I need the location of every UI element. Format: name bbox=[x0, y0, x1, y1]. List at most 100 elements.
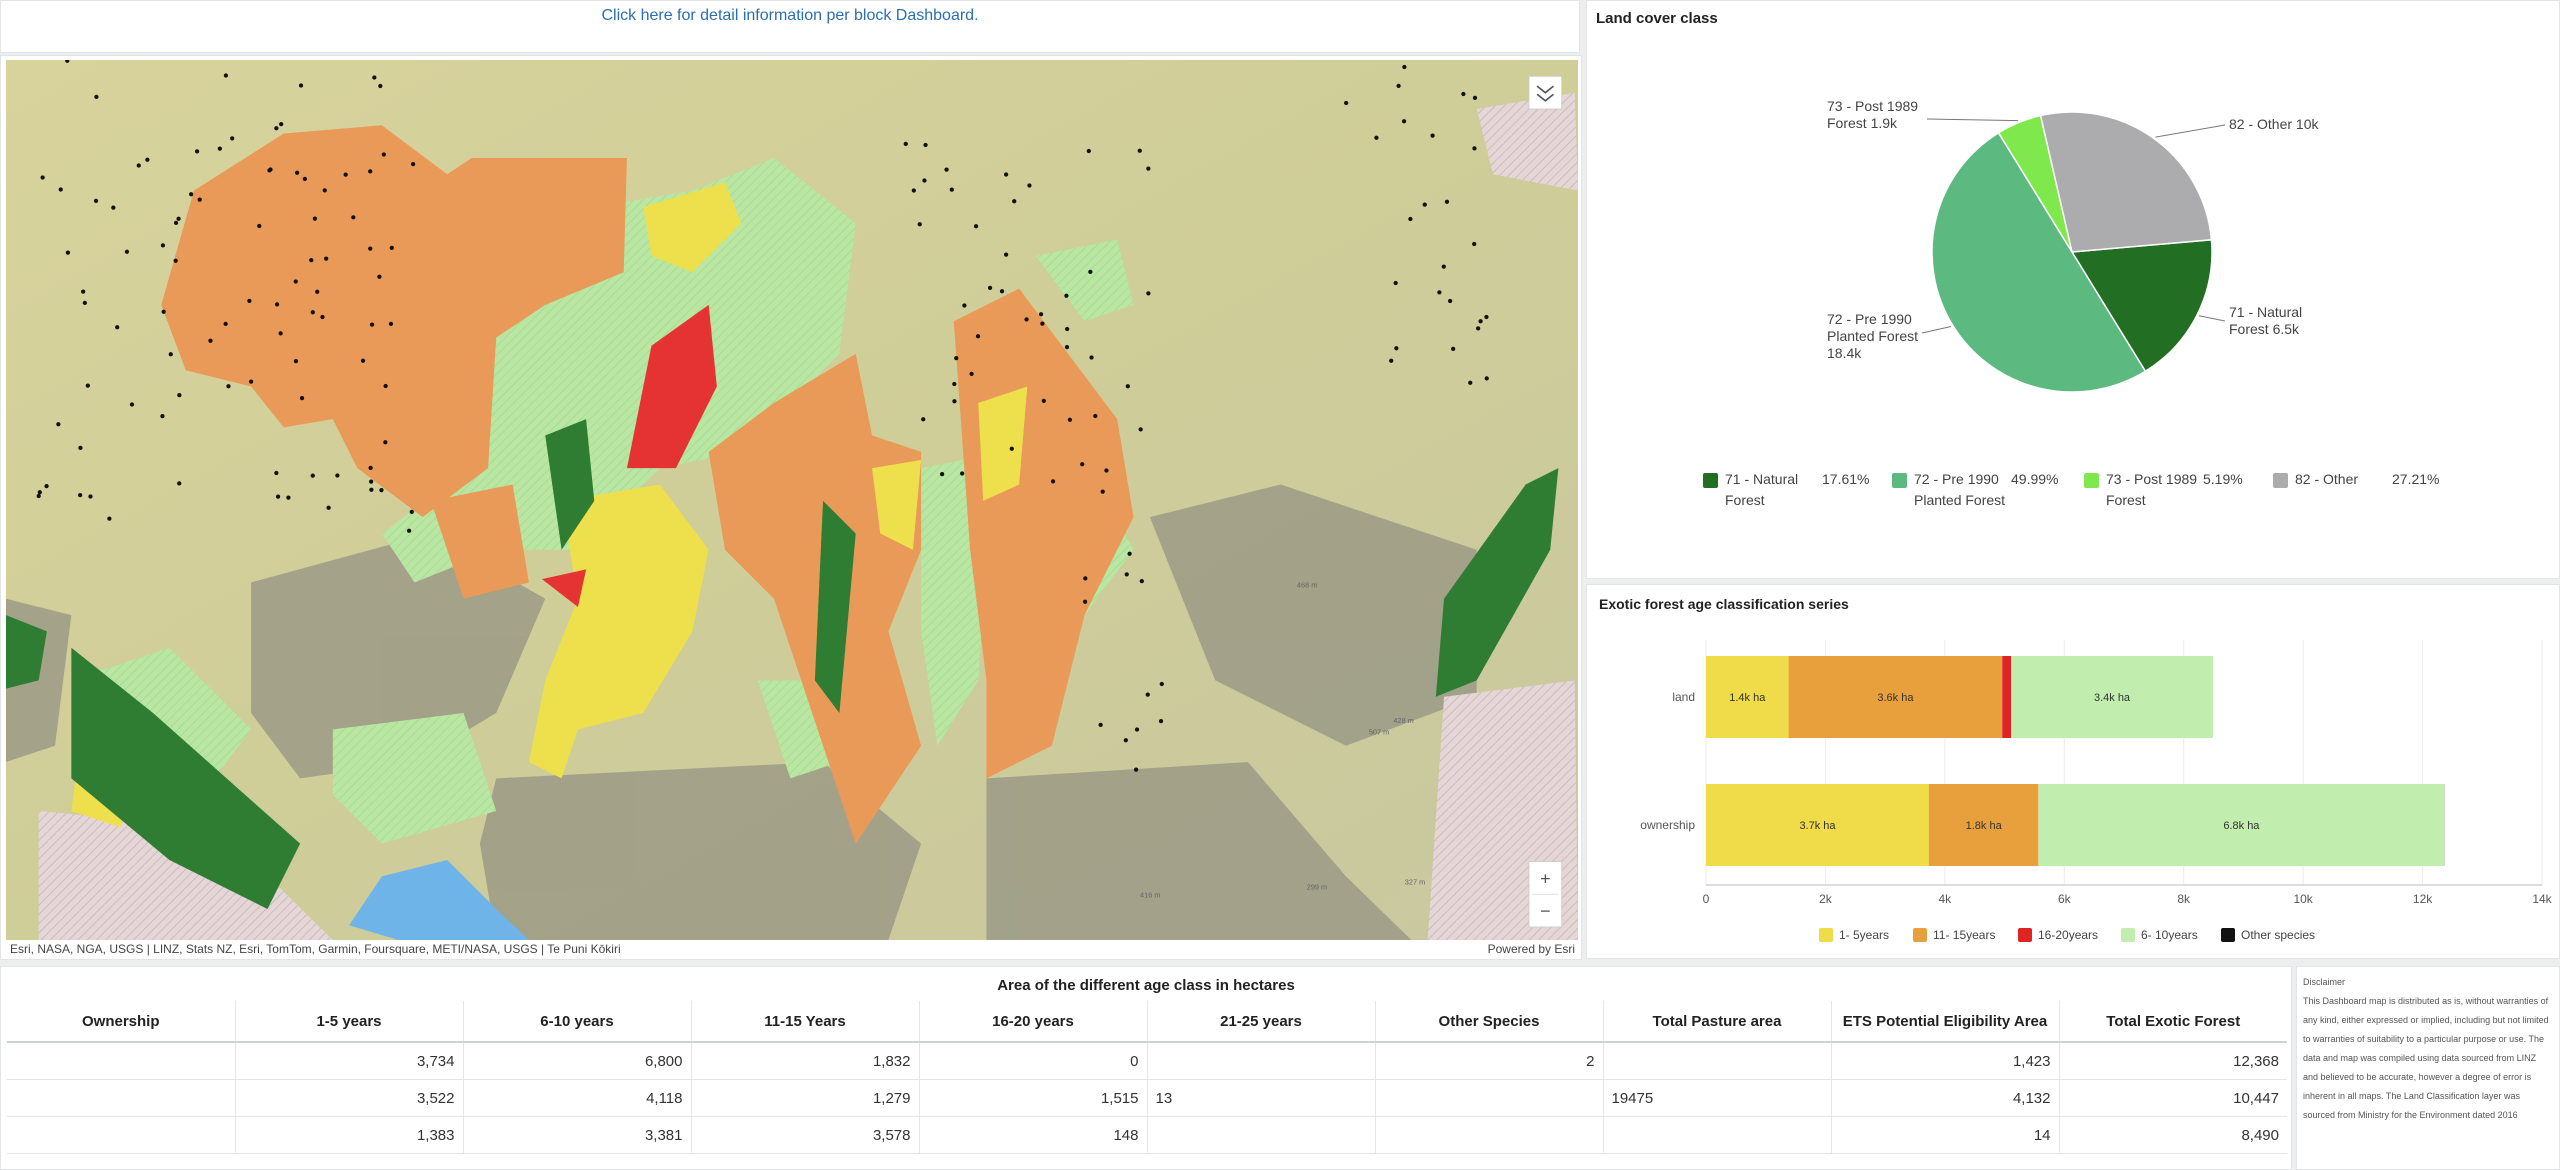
header-panel: Click here for detail information per bl… bbox=[0, 0, 1580, 53]
point bbox=[922, 178, 927, 183]
point bbox=[1472, 146, 1477, 151]
table-cell: 1,515 bbox=[918, 1079, 1147, 1117]
data-label: 6.8k ha bbox=[2223, 820, 2260, 832]
point bbox=[197, 197, 202, 202]
point bbox=[1104, 468, 1109, 473]
point bbox=[88, 494, 93, 499]
point bbox=[177, 393, 182, 398]
legend-label: 71 - Natural Forest bbox=[1725, 471, 1799, 508]
legend-value: 5.19% bbox=[2203, 471, 2243, 487]
table-cell bbox=[1374, 1116, 1603, 1154]
table-cell bbox=[7, 1079, 235, 1117]
slice-label: 72 - Pre 1990 Planted Forest 18.4k bbox=[1827, 311, 1927, 362]
point bbox=[1422, 202, 1427, 207]
point bbox=[78, 493, 83, 498]
point bbox=[1093, 413, 1098, 419]
point bbox=[161, 309, 166, 314]
legend-item: 71 - Natural Forest 17.61% bbox=[1703, 469, 1883, 513]
point bbox=[1125, 384, 1130, 389]
pie-slice bbox=[2039, 111, 2213, 253]
zoom-button[interactable]: + bbox=[1540, 868, 1550, 888]
x-tick-label: 8k bbox=[2177, 892, 2191, 906]
point bbox=[299, 395, 305, 401]
zoom-button[interactable]: − bbox=[1540, 901, 1550, 921]
legend-swatch bbox=[1913, 928, 1927, 942]
point bbox=[168, 352, 173, 357]
elevation-label: 327 m bbox=[1405, 877, 1425, 886]
point bbox=[177, 481, 182, 486]
bar-segment bbox=[2038, 784, 2445, 866]
point bbox=[949, 187, 954, 192]
zoom-controls[interactable] bbox=[1528, 861, 1563, 928]
point bbox=[383, 440, 388, 445]
legend-label: 16-20years bbox=[2038, 928, 2098, 942]
point bbox=[1064, 293, 1069, 298]
table-cell: 14 bbox=[1830, 1116, 2059, 1154]
point bbox=[56, 422, 61, 427]
table-cell: 0 bbox=[918, 1042, 1147, 1080]
table-cell bbox=[7, 1116, 235, 1154]
elevation-label: 416 m bbox=[1140, 891, 1160, 900]
point bbox=[999, 289, 1005, 294]
point bbox=[247, 298, 252, 304]
point bbox=[388, 321, 394, 327]
legend-swatch bbox=[1892, 473, 1907, 488]
point bbox=[1146, 166, 1151, 171]
point bbox=[406, 528, 412, 533]
point bbox=[286, 495, 291, 500]
table-cell bbox=[1146, 1042, 1375, 1080]
column-header: Total Exotic Forest bbox=[2058, 1001, 2287, 1043]
point bbox=[962, 303, 967, 308]
point bbox=[145, 157, 150, 162]
point bbox=[176, 216, 181, 221]
point bbox=[1009, 446, 1014, 451]
point bbox=[1468, 380, 1473, 385]
point bbox=[1088, 269, 1093, 274]
point bbox=[389, 245, 394, 250]
point bbox=[249, 379, 254, 384]
table-cell bbox=[1602, 1116, 1831, 1154]
column-header: Total Pasture area bbox=[1602, 1001, 1831, 1043]
elevation-label: 468 m bbox=[1297, 580, 1317, 589]
expand-button[interactable] bbox=[1528, 75, 1563, 110]
point bbox=[82, 300, 87, 306]
dashboard-link[interactable]: Click here for detail information per bl… bbox=[601, 7, 979, 24]
column-header: Ownership bbox=[7, 1001, 235, 1043]
point bbox=[1396, 83, 1401, 88]
legend-label: Other species bbox=[2241, 928, 2315, 942]
pie-chart bbox=[1921, 111, 2226, 393]
point bbox=[189, 192, 194, 197]
legend-value: 49.99% bbox=[2011, 471, 2059, 487]
data-label: 1.8k ha bbox=[1966, 820, 2003, 832]
point bbox=[369, 479, 374, 484]
point bbox=[1408, 216, 1413, 222]
point bbox=[1003, 252, 1009, 257]
point bbox=[85, 383, 90, 388]
point bbox=[78, 445, 83, 450]
legend-label: 1- 5years bbox=[1839, 928, 1889, 942]
data-label: 1.4k ha bbox=[1729, 692, 1766, 704]
table-cell: 10,447 bbox=[2058, 1079, 2287, 1117]
legend-label: 73 - Post 1989 Forest bbox=[2106, 471, 2198, 508]
map[interactable]: 468 m 428 m 507 m 299 m 327 m 416 m + − bbox=[6, 60, 1578, 940]
table-title: Area of the different age class in hecta… bbox=[997, 977, 1295, 994]
point bbox=[1041, 398, 1046, 404]
slice-area: 1.9k bbox=[1870, 115, 1898, 131]
elevation-label: 428 m bbox=[1393, 716, 1413, 725]
point bbox=[278, 331, 283, 336]
slice-label: 71 - Natural Forest 6.5k bbox=[2229, 304, 2329, 338]
table-cell: 3,578 bbox=[690, 1116, 919, 1154]
point bbox=[315, 289, 320, 294]
slice-category: 72 - Pre 1990 Planted Forest bbox=[1827, 311, 1919, 344]
point bbox=[911, 188, 916, 193]
point bbox=[160, 243, 166, 248]
point bbox=[65, 60, 70, 63]
point bbox=[257, 223, 262, 229]
point bbox=[1484, 376, 1489, 381]
point bbox=[208, 338, 213, 343]
table-row: 3,522 4,118 1,279 1,515 13 19475 4,132 10,447 bbox=[7, 1079, 2287, 1117]
leader-line bbox=[1921, 325, 1952, 334]
x-tick-label: 6k bbox=[2058, 892, 2072, 906]
lake bbox=[349, 860, 529, 940]
